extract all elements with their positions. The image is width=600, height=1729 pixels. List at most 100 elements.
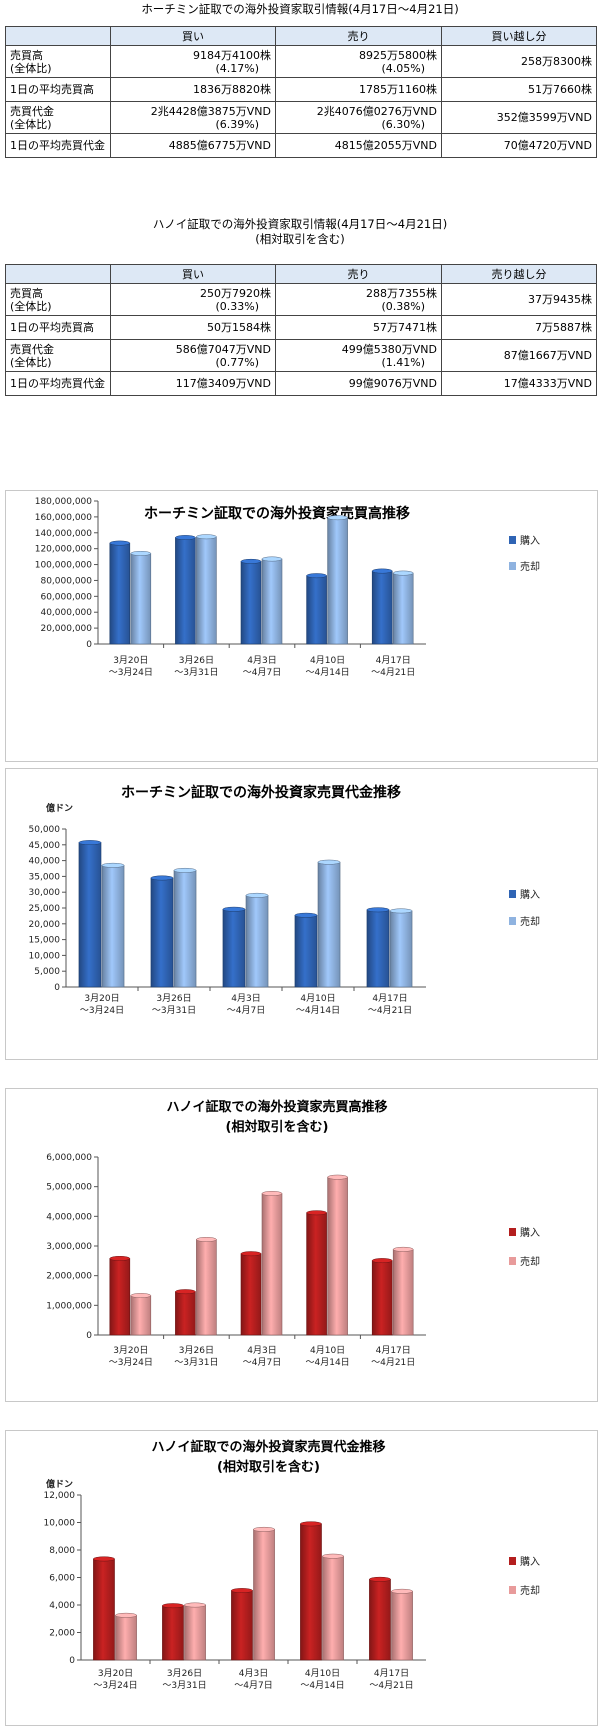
x-tick-label: 4月10日 xyxy=(305,1668,340,1679)
hcm-volume-chart: ホーチミン証取での海外投資家売買高推移 0 20,000,000 40,000,000… xyxy=(35,497,540,678)
y-tick-label: 0 xyxy=(54,983,60,993)
bar-buy xyxy=(93,1558,115,1661)
y-tick-label: 40,000 xyxy=(29,857,61,867)
bar-top xyxy=(317,859,341,865)
hcm-table-title: ホーチミン証取での海外投資家取引情報(4月17日〜4月21日) xyxy=(141,2,459,16)
x-tick-label: 4月10日 xyxy=(300,993,335,1004)
header-cell: 買い越し分 xyxy=(441,26,597,46)
bar-sell xyxy=(101,865,125,988)
y-tick-label: 50,000 xyxy=(29,825,61,835)
y-tick-label: 12,000 xyxy=(44,1491,76,1501)
y-tick-label: 15,000 xyxy=(29,936,61,946)
legend-swatch xyxy=(509,562,516,570)
y-tick-label: 3,000,000 xyxy=(46,1242,92,1252)
x-tick-label: 〜3月24日 xyxy=(109,667,153,678)
chart-title: ハノイ証取での海外投資家売買高推移 xyxy=(166,1099,387,1115)
y-tick-label: 0 xyxy=(86,1331,92,1341)
bar-top xyxy=(261,556,283,562)
bar-top xyxy=(389,908,413,914)
bar-sell xyxy=(245,895,269,988)
x-tick-label: 4月10日 xyxy=(310,1345,345,1356)
x-tick-label: 〜3月31日 xyxy=(174,667,218,678)
table-row: 1日の平均売買高 50万1584株 57万7471株 7万5887株 xyxy=(5,315,597,340)
y-tick-label: 1,000,000 xyxy=(46,1301,92,1311)
bar-top xyxy=(231,1588,253,1594)
x-tick-label: 4月3日 xyxy=(231,993,260,1004)
row-label: 1日の平均売買代金 xyxy=(5,133,111,158)
table-row: 売買代金 (全体比) 2兆4428億3875万VND (6.39%) 2兆4076億… xyxy=(5,101,597,134)
legend-swatch xyxy=(509,536,516,544)
net-cell: 7万5887株 xyxy=(441,315,597,340)
bar-top xyxy=(322,1553,344,1559)
table-row: 売買高 (全体比) 250万7920株 (0.33%) 288万7355株 (0.38… xyxy=(5,283,597,316)
y-tick-label: 80,000,000 xyxy=(40,576,92,586)
chart-subtitle: (相対取引を含む) xyxy=(217,1459,320,1475)
bar-buy xyxy=(240,1253,262,1336)
y-tick-label: 20,000 xyxy=(29,920,61,930)
bar-buy xyxy=(240,561,262,645)
bar-sell xyxy=(322,1555,344,1661)
bar-top xyxy=(245,892,269,898)
bar-top xyxy=(392,1246,414,1252)
net-cell: 51万7660株 xyxy=(441,77,597,102)
sell-cell: 57万7471株 xyxy=(275,315,442,340)
bar-top xyxy=(371,568,393,574)
bar-buy xyxy=(109,1258,131,1336)
row-label: 売買高 (全体比) xyxy=(5,45,111,78)
y-tick-label: 180,000,000 xyxy=(35,497,93,507)
bar-buy xyxy=(162,1605,184,1661)
legend-label: 売却 xyxy=(520,915,540,928)
bar-top xyxy=(327,515,348,521)
table-row: 1日の平均売買代金 4885億6775万VND 4815億2055万VND 70… xyxy=(5,133,597,158)
table-row: 1日の平均売買高 1836万8820株 1785万1160株 51万7660株 xyxy=(5,77,597,102)
y-tick-label: 0 xyxy=(86,640,92,650)
y-tick-label: 30,000 xyxy=(29,888,61,898)
legend-swatch xyxy=(509,1586,516,1594)
header-cell: 売り xyxy=(275,26,442,46)
y-axis-label: 億ドン xyxy=(46,1478,73,1490)
hcm-info-table: 買い 売り 買い越し分 売買高 (全体比) 9184万4100株 (4.17%) 8… xyxy=(5,26,597,158)
y-tick-label: 6,000 xyxy=(49,1574,75,1584)
bar-sell xyxy=(327,517,348,645)
y-tick-label: 25,000 xyxy=(29,904,61,914)
bar-buy xyxy=(369,1579,391,1661)
buy-cell: 117億3409万VND xyxy=(110,371,276,396)
y-tick-label: 4,000 xyxy=(49,1601,75,1611)
x-tick-label: 〜4月7日 xyxy=(234,1680,272,1691)
row-label: 売買高 (全体比) xyxy=(5,283,111,316)
x-tick-label: 3月20日 xyxy=(98,1668,133,1679)
header-cell xyxy=(5,264,111,284)
net-cell: 17億4333万VND xyxy=(441,371,597,396)
bar-top xyxy=(366,907,390,913)
bar-top xyxy=(184,1602,206,1608)
x-tick-label: 4月3日 xyxy=(239,1668,268,1679)
bar-sell xyxy=(115,1615,137,1661)
legend-label: 売却 xyxy=(520,1584,540,1597)
x-tick-label: 4月3日 xyxy=(247,655,276,666)
x-tick-label: 〜3月31日 xyxy=(174,1357,218,1368)
bar-top xyxy=(240,558,262,564)
legend-label: 購入 xyxy=(520,1226,540,1239)
row-label: 1日の平均売買高 xyxy=(5,315,111,340)
y-tick-label: 60,000,000 xyxy=(40,592,92,602)
sell-cell: 8925万5800株 (4.05%) xyxy=(275,45,442,78)
x-tick-label: 〜4月21日 xyxy=(368,1005,412,1016)
legend-swatch xyxy=(509,890,516,898)
x-tick-label: 3月26日 xyxy=(179,655,214,666)
table-header-row: 買い 売り 買い越し分 xyxy=(5,26,597,46)
legend-label: 購入 xyxy=(520,1555,540,1568)
bar-sell xyxy=(261,1193,283,1336)
bar-buy xyxy=(294,914,318,988)
chart-title: ホーチミン証取での海外投資家売買高推移 xyxy=(144,505,410,522)
y-tick-label: 120,000,000 xyxy=(35,545,93,555)
x-tick-label: 3月20日 xyxy=(84,993,119,1004)
bar-top xyxy=(109,1256,131,1261)
net-cell: 258万8300株 xyxy=(441,45,597,78)
x-tick-label: 〜3月31日 xyxy=(162,1680,206,1691)
bar-sell xyxy=(196,1239,217,1336)
table-row: 1日の平均売買代金 117億3409万VND 99億9076万VND 17億43… xyxy=(5,371,597,396)
bar-sell xyxy=(253,1529,275,1661)
legend-label: 購入 xyxy=(520,534,540,547)
legend-label: 売却 xyxy=(520,560,540,573)
x-tick-label: 4月10日 xyxy=(310,655,345,666)
